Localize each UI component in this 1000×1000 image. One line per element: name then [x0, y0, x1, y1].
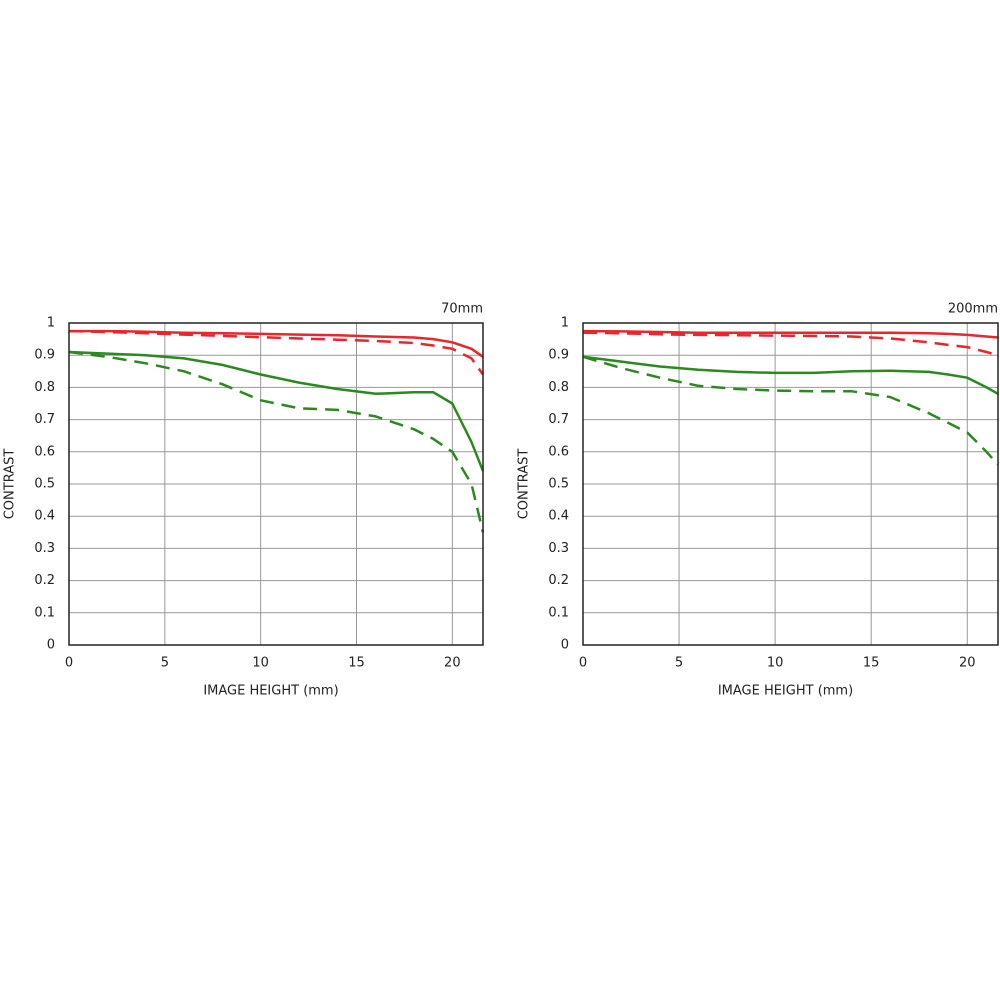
y-tick-label: 0.2: [34, 573, 55, 588]
mtf-line: [68, 350, 485, 533]
mtf-line: [68, 350, 485, 472]
x-tick-label: 0: [65, 656, 73, 671]
y-tick-label: 0.7: [34, 412, 55, 427]
mtf-line: [582, 355, 999, 466]
y-tick-label: 0: [561, 638, 569, 653]
y-tick-label: 0.7: [548, 412, 569, 427]
y-tick-label: 0.3: [34, 541, 55, 556]
y-tick-label: 0: [47, 638, 55, 653]
y-axis-label: CONTRAST: [3, 449, 18, 520]
y-tick-label: 0.5: [34, 477, 55, 492]
y-tick-label: 0.4: [34, 509, 55, 524]
y-tick-label: 0.5: [548, 477, 569, 492]
y-tick-label: 0.8: [548, 380, 569, 395]
mtf-line: [69, 329, 484, 358]
x-tick-label: 5: [675, 656, 683, 671]
y-tick-label: 0.1: [34, 605, 55, 620]
x-tick-label: 15: [348, 656, 365, 671]
x-axis-label: IMAGE HEIGHT (mm): [718, 684, 853, 699]
mtf-line: [582, 329, 999, 339]
x-tick-label: 20: [959, 656, 976, 671]
chart-title: 200mm: [948, 302, 998, 317]
y-tick-label: 0.9: [34, 348, 55, 363]
y-tick-label: 1: [47, 316, 55, 331]
x-tick-label: 20: [444, 656, 461, 671]
mtf-line: [582, 331, 999, 357]
y-tick-label: 0.9: [548, 348, 569, 363]
x-tick-label: 10: [252, 656, 269, 671]
x-axis-label: IMAGE HEIGHT (mm): [203, 684, 338, 699]
y-axis-label: CONTRAST: [517, 449, 532, 520]
x-tick-label: 0: [579, 656, 587, 671]
y-tick-label: 1: [561, 316, 569, 331]
mtf-line: [68, 329, 485, 376]
x-tick-label: 5: [161, 656, 169, 671]
x-tick-label: 15: [863, 656, 880, 671]
y-tick-label: 0.2: [548, 573, 569, 588]
chart-title: 70mm: [441, 302, 483, 317]
y-tick-label: 0.6: [548, 444, 569, 459]
x-tick-label: 10: [767, 656, 784, 671]
plot-frame: [582, 322, 999, 646]
mtf-line: [582, 355, 999, 395]
y-tick-label: 0.6: [34, 444, 55, 459]
y-tick-label: 0.3: [548, 541, 569, 556]
plot-frame: [68, 322, 484, 646]
y-tick-label: 0.4: [548, 509, 569, 524]
y-tick-label: 0.1: [548, 605, 569, 620]
y-tick-label: 0.8: [34, 380, 55, 395]
